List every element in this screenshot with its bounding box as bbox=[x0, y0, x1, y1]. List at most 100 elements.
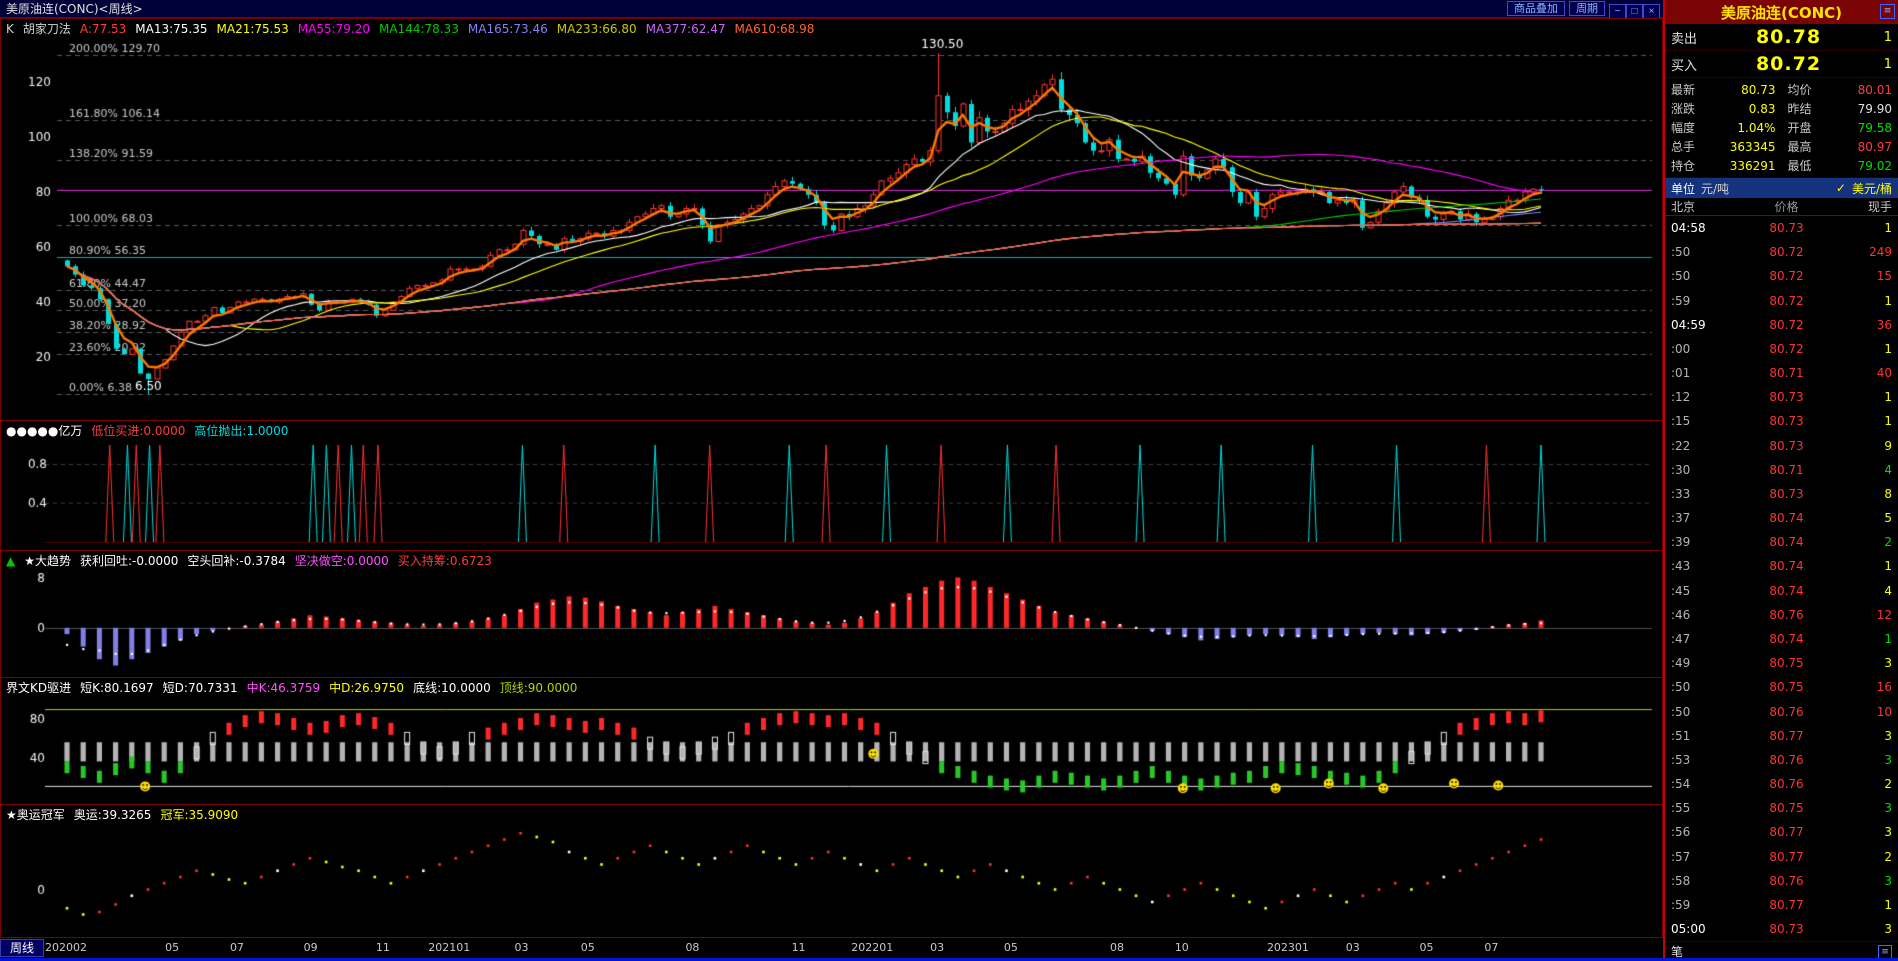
minimize-icon[interactable]: − bbox=[1609, 4, 1626, 19]
overlay-button[interactable]: 商品叠加 bbox=[1507, 1, 1565, 16]
tick-row[interactable]: :1280.731 bbox=[1671, 385, 1892, 409]
tick-row[interactable]: :5580.753 bbox=[1671, 796, 1892, 820]
tick-volume: 1 bbox=[1856, 221, 1892, 235]
close-icon[interactable]: × bbox=[1643, 4, 1660, 19]
unit-option-usd[interactable]: 美元/桶 bbox=[1852, 180, 1892, 197]
tick-row[interactable]: :0180.7140 bbox=[1671, 361, 1892, 385]
quote-stat-cell: 79.90 bbox=[1822, 102, 1893, 116]
x-axis-label: 10 bbox=[1175, 941, 1189, 954]
indicator-value: MA165:73.46 bbox=[468, 22, 548, 36]
tick-price: 80.74 bbox=[1717, 535, 1856, 549]
tick-row[interactable]: :3080.714 bbox=[1671, 458, 1892, 482]
tick-row[interactable]: :4580.744 bbox=[1671, 579, 1892, 603]
quote-stat-cell: 幅度 bbox=[1671, 119, 1705, 136]
period-tab-weekly[interactable]: 周线 bbox=[0, 939, 44, 957]
tick-row[interactable]: :2280.739 bbox=[1671, 434, 1892, 458]
kd-header: 界文KD驱进短K:80.1697短D:70.7331中K:46.3759中D:2… bbox=[6, 679, 586, 696]
tick-volume: 16 bbox=[1856, 680, 1892, 694]
x-axis-label: 03 bbox=[1346, 941, 1360, 954]
quote-menu-icon[interactable]: ≡ bbox=[1880, 4, 1895, 19]
tick-row[interactable]: :5980.771 bbox=[1671, 893, 1892, 917]
tick-list[interactable]: 04:5880.731:5080.72249:5080.7215:5980.72… bbox=[1665, 216, 1898, 941]
kd-canvas[interactable] bbox=[1, 678, 1662, 804]
quote-stat-row: 幅度1.04%开盘79.58 bbox=[1671, 118, 1892, 137]
tick-row[interactable]: :5080.7516 bbox=[1671, 675, 1892, 699]
x-axis-label: 11 bbox=[376, 941, 390, 954]
tick-row[interactable]: :5080.7610 bbox=[1671, 699, 1892, 723]
tick-volume: 1 bbox=[1856, 898, 1892, 912]
tick-volume: 1 bbox=[1856, 632, 1892, 646]
main-chart-canvas[interactable] bbox=[1, 19, 1662, 420]
ask-row[interactable]: 卖出 80.78 1 bbox=[1665, 24, 1898, 51]
tick-row[interactable]: :5480.762 bbox=[1671, 772, 1892, 796]
tick-row[interactable]: :3780.745 bbox=[1671, 506, 1892, 530]
indicator-value: 获利回吐:-0.0000 bbox=[80, 554, 178, 568]
tick-time: :43 bbox=[1671, 559, 1717, 573]
tick-row[interactable]: :5680.773 bbox=[1671, 820, 1892, 844]
tick-row[interactable]: :5080.7215 bbox=[1671, 264, 1892, 288]
tick-time: :50 bbox=[1671, 705, 1717, 719]
tick-price: 80.72 bbox=[1717, 269, 1856, 283]
quote-stat-cell: 336291 bbox=[1705, 159, 1788, 173]
tick-time: :12 bbox=[1671, 390, 1717, 404]
x-axis-label: 09 bbox=[304, 941, 318, 954]
tick-list-header: 北京 价格 现手 bbox=[1665, 198, 1898, 216]
tick-volume: 3 bbox=[1856, 825, 1892, 839]
tick-volume: 9 bbox=[1856, 439, 1892, 453]
x-axis-label: 03 bbox=[514, 941, 528, 954]
indicator-value: ●●●●●亿万 bbox=[6, 424, 82, 438]
tick-row[interactable]: 05:0080.733 bbox=[1671, 917, 1892, 941]
tick-time: :50 bbox=[1671, 245, 1717, 259]
tick-price: 80.76 bbox=[1717, 753, 1856, 767]
quote-stat-cell: 79.02 bbox=[1822, 159, 1893, 173]
tick-volume: 3 bbox=[1856, 753, 1892, 767]
quote-stat-cell: 最新 bbox=[1671, 81, 1705, 98]
tick-price: 80.75 bbox=[1717, 656, 1856, 670]
tick-price: 80.71 bbox=[1717, 463, 1856, 477]
x-axis-label: 202002 bbox=[45, 941, 87, 954]
tick-row[interactable]: :3380.738 bbox=[1671, 482, 1892, 506]
tick-row[interactable]: :5880.763 bbox=[1671, 869, 1892, 893]
footer-list-icon[interactable]: ≡ bbox=[1878, 945, 1892, 959]
tick-row[interactable]: :1580.731 bbox=[1671, 409, 1892, 433]
tick-volume: 3 bbox=[1856, 729, 1892, 743]
olympic-canvas[interactable] bbox=[1, 805, 1662, 937]
quote-stat-cell: 均价 bbox=[1788, 81, 1822, 98]
period-button[interactable]: 周期 bbox=[1569, 1, 1605, 16]
indicator-value: MA13:75.35 bbox=[135, 22, 207, 36]
quote-stat-cell: 开盘 bbox=[1788, 119, 1822, 136]
tick-row[interactable]: :3980.742 bbox=[1671, 530, 1892, 554]
tick-row[interactable]: 04:5980.7236 bbox=[1671, 313, 1892, 337]
unit-label: 单位 bbox=[1671, 180, 1695, 197]
tick-time: 05:00 bbox=[1671, 922, 1717, 936]
tick-volume: 5 bbox=[1856, 511, 1892, 525]
bid-row[interactable]: 买入 80.72 1 bbox=[1665, 51, 1898, 78]
tick-row[interactable]: :4780.741 bbox=[1671, 627, 1892, 651]
tick-row[interactable]: :4980.753 bbox=[1671, 651, 1892, 675]
tick-row[interactable]: :5980.721 bbox=[1671, 289, 1892, 313]
olympic-header: ★奥运冠军奥运:39.3265冠军:35.9090 bbox=[6, 806, 247, 823]
tick-row[interactable]: :5080.72249 bbox=[1671, 240, 1892, 264]
tick-time: :56 bbox=[1671, 825, 1717, 839]
tick-price: 80.77 bbox=[1717, 825, 1856, 839]
quote-stat-cell: 最低 bbox=[1788, 157, 1822, 174]
indicator-value: 中D:26.9750 bbox=[329, 681, 404, 695]
tick-time: :55 bbox=[1671, 801, 1717, 815]
tick-price: 80.73 bbox=[1717, 439, 1856, 453]
unit-option-cny[interactable]: 元/吨 bbox=[1701, 180, 1830, 197]
trend-canvas[interactable] bbox=[1, 551, 1662, 677]
tick-row[interactable]: :5180.773 bbox=[1671, 724, 1892, 748]
tick-row[interactable]: :0080.721 bbox=[1671, 337, 1892, 361]
x-axis-label: 05 bbox=[581, 941, 595, 954]
yiwan-canvas[interactable] bbox=[1, 421, 1662, 550]
tick-row[interactable]: 04:5880.731 bbox=[1671, 216, 1892, 240]
restore-icon[interactable]: □ bbox=[1626, 4, 1643, 19]
tick-row[interactable]: :4680.7612 bbox=[1671, 603, 1892, 627]
quote-title-bar: 美原油连(CONC) ≡ bbox=[1665, 0, 1898, 24]
indicator-value: MA233:66.80 bbox=[557, 22, 637, 36]
tick-row[interactable]: :5380.763 bbox=[1671, 748, 1892, 772]
tick-time: :50 bbox=[1671, 269, 1717, 283]
chart-title-bar: 美原油连(CONC)<周线> 商品叠加 周期 −□× bbox=[0, 0, 1663, 18]
tick-row[interactable]: :5780.772 bbox=[1671, 844, 1892, 868]
tick-row[interactable]: :4380.741 bbox=[1671, 554, 1892, 578]
